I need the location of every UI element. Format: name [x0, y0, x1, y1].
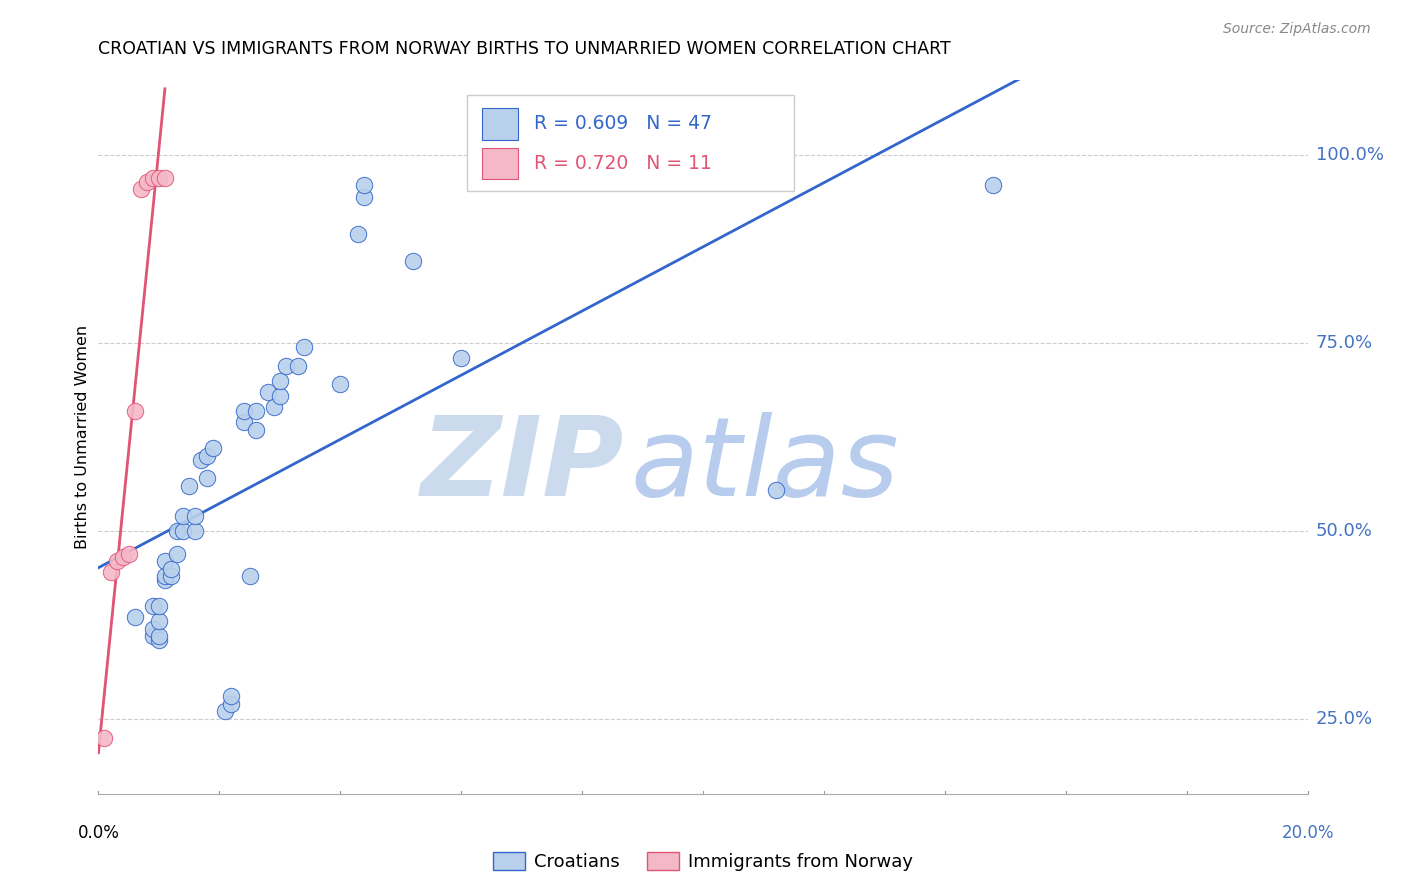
Point	[184, 524, 207, 538]
Text: atlas: atlas	[630, 412, 898, 519]
Point	[765, 483, 787, 497]
Text: 50.0%: 50.0%	[1316, 522, 1372, 540]
Point	[263, 400, 285, 414]
FancyBboxPatch shape	[467, 95, 793, 191]
Text: CROATIAN VS IMMIGRANTS FROM NORWAY BIRTHS TO UNMARRIED WOMEN CORRELATION CHART: CROATIAN VS IMMIGRANTS FROM NORWAY BIRTH…	[98, 40, 952, 58]
Point	[142, 599, 165, 613]
Point	[148, 170, 170, 185]
Point	[353, 178, 375, 193]
Point	[232, 415, 254, 429]
Point	[256, 384, 278, 399]
Text: R = 0.609   N = 47: R = 0.609 N = 47	[534, 114, 711, 133]
Point	[981, 178, 1004, 193]
Point	[292, 340, 315, 354]
Point	[160, 561, 183, 575]
Point	[195, 449, 218, 463]
Point	[153, 573, 176, 587]
Point	[245, 404, 267, 418]
Point	[232, 404, 254, 418]
Point	[269, 374, 291, 388]
Point	[269, 389, 291, 403]
Point	[135, 175, 157, 189]
Bar	[482, 108, 517, 139]
Point	[118, 547, 141, 561]
Point	[329, 377, 352, 392]
Text: 25.0%: 25.0%	[1316, 710, 1374, 728]
Point	[172, 524, 194, 538]
Point	[214, 704, 236, 718]
Bar	[482, 148, 517, 179]
Text: R = 0.720   N = 11: R = 0.720 N = 11	[534, 154, 711, 173]
Point	[153, 569, 176, 583]
Point	[353, 190, 375, 204]
Point	[160, 569, 183, 583]
Point	[142, 629, 165, 643]
Point	[142, 170, 165, 185]
Point	[450, 351, 472, 366]
Point	[184, 508, 207, 523]
Point	[148, 629, 170, 643]
Text: Source: ZipAtlas.com: Source: ZipAtlas.com	[1223, 22, 1371, 37]
Text: 75.0%: 75.0%	[1316, 334, 1374, 352]
Point	[172, 508, 194, 523]
Point	[166, 524, 188, 538]
Point	[190, 452, 212, 467]
Point	[245, 423, 267, 437]
Text: 100.0%: 100.0%	[1316, 146, 1384, 164]
Point	[195, 471, 218, 485]
Point	[402, 253, 425, 268]
Point	[124, 610, 146, 624]
Point	[93, 731, 115, 745]
Point	[166, 547, 188, 561]
Point	[287, 359, 309, 373]
Point	[148, 632, 170, 647]
Point	[202, 442, 225, 456]
Point	[148, 599, 170, 613]
Point	[177, 479, 201, 493]
Point	[221, 697, 243, 711]
Point	[111, 550, 134, 565]
Point	[124, 404, 146, 418]
Point	[274, 359, 297, 373]
Point	[347, 227, 370, 242]
Point	[129, 182, 152, 196]
Text: ZIP: ZIP	[420, 412, 624, 519]
Text: 20.0%: 20.0%	[1281, 824, 1334, 842]
Point	[142, 622, 165, 636]
Point	[148, 614, 170, 628]
Point	[239, 569, 262, 583]
Point	[153, 554, 176, 568]
Point	[105, 554, 128, 568]
Point	[100, 566, 122, 580]
Text: 0.0%: 0.0%	[77, 824, 120, 842]
Point	[221, 690, 243, 704]
Y-axis label: Births to Unmarried Women: Births to Unmarried Women	[75, 325, 90, 549]
Point	[153, 170, 176, 185]
Legend: Croatians, Immigrants from Norway: Croatians, Immigrants from Norway	[485, 845, 921, 879]
